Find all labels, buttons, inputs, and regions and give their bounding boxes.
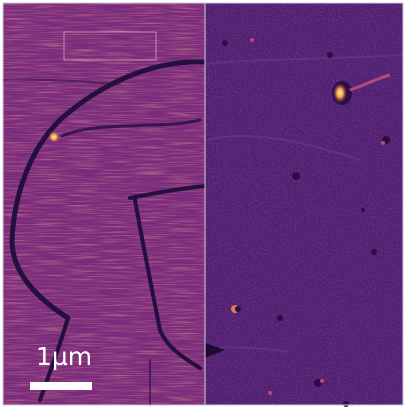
scale-bar-label: 1µm [36,342,93,371]
right-amplitude-panel [204,3,404,407]
scale-bar [30,382,92,390]
image-frame [2,2,404,406]
left-height-panel [2,3,208,406]
